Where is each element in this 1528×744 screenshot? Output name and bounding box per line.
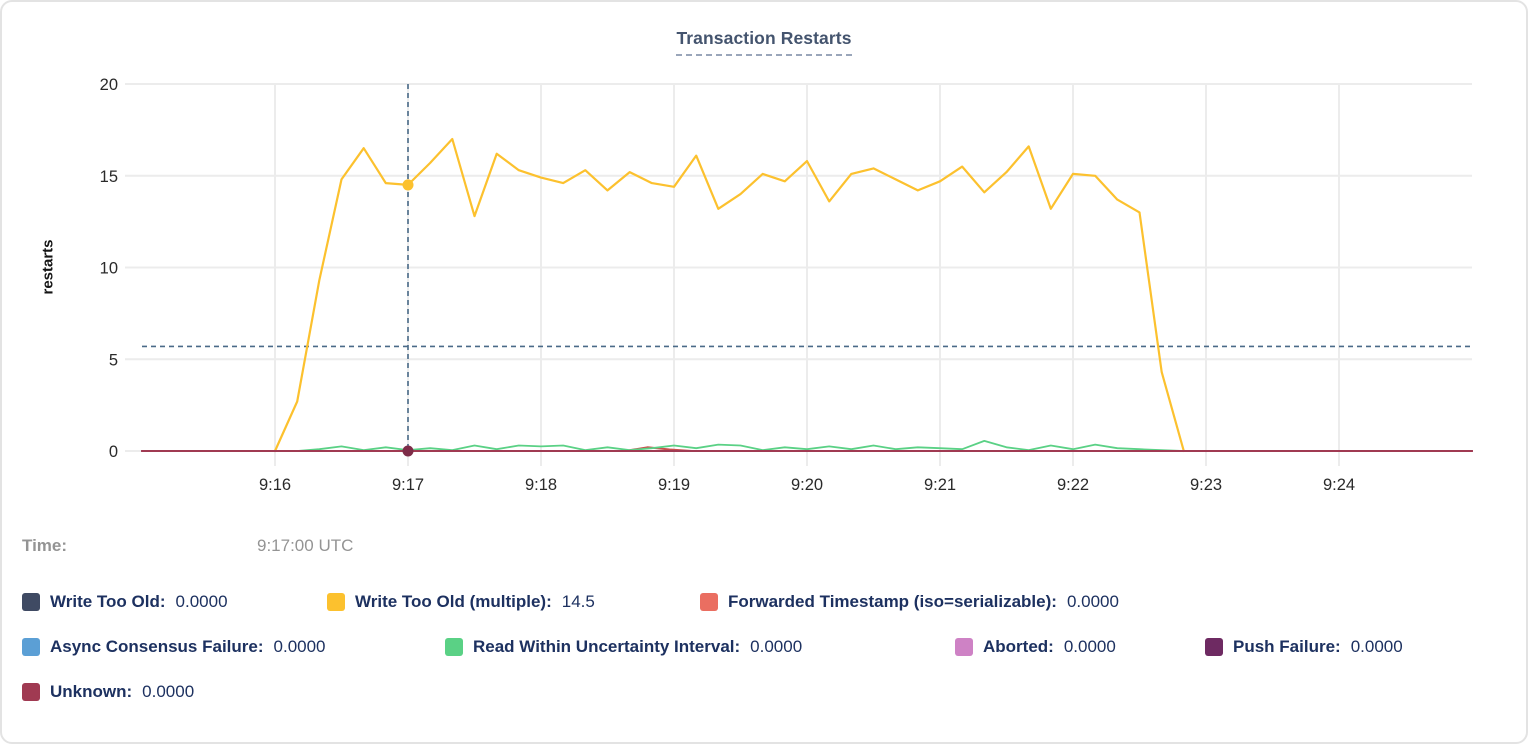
legend-value: 0.0000: [1350, 637, 1403, 656]
transaction-restarts-chart[interactable]: 0 5 10 15 20 9:16 9:17 9:18 9:19 9:20 9:21 9:22 9:23…: [2, 2, 1528, 514]
legend-label: Async Consensus Failure:: [50, 637, 264, 656]
legend-item-push-failure: Push Failure: 0.0000: [1205, 637, 1403, 657]
x-tick-label: 9:23: [1190, 476, 1222, 494]
legend-item-read-within-uncertainty: Read Within Uncertainty Interval: 0.0000: [445, 637, 955, 657]
y-tick-label: 20: [100, 76, 118, 94]
series-line-read-within-uncertainty-interval: [296, 439, 1185, 452]
x-tick-label: 9:24: [1323, 476, 1355, 494]
legend-item-async-consensus-failure: Async Consensus Failure: 0.0000: [22, 637, 445, 657]
x-tick-label: 9:18: [525, 476, 557, 494]
legend-value: 14.5: [561, 592, 595, 611]
crosshair-marker-dot: [402, 179, 414, 191]
legend-swatch-1: [327, 593, 345, 611]
legend-swatch-2: [700, 593, 718, 611]
legend-swatch-0: [22, 593, 40, 611]
chart-header: Transaction Restarts: [2, 28, 1526, 56]
legend-swatch-4: [445, 638, 463, 656]
legend-item-forwarded-timestamp: Forwarded Timestamp (iso=serializable): …: [700, 592, 1119, 612]
legend-value: 0.0000: [1066, 592, 1119, 611]
legend-value: 0.0000: [1063, 637, 1116, 656]
y-tick-label: 10: [100, 260, 118, 278]
x-tick-label: 9:21: [924, 476, 956, 494]
series-line-write-too-old-multiple-: [273, 137, 1185, 453]
legend-item-write-too-old-multiple: Write Too Old (multiple): 14.5: [327, 592, 700, 612]
hover-time-value: 9:17:00 UTC: [257, 536, 354, 555]
x-tick-label: 9:22: [1057, 476, 1089, 494]
chart-legend: Write Too Old: 0.0000 Write Too Old (mul…: [22, 590, 1516, 725]
legend-swatch-5: [955, 638, 973, 656]
hover-time-row: Time: 9:17:00 UTC: [2, 536, 1526, 562]
legend-label: Forwarded Timestamp (iso=serializable):: [728, 592, 1057, 611]
legend-swatch-3: [22, 638, 40, 656]
y-tick-label: 15: [100, 168, 118, 186]
legend-swatch-7: [22, 683, 40, 701]
legend-row-1: Write Too Old: 0.0000 Write Too Old (mul…: [22, 590, 1516, 614]
legend-value: 0.0000: [750, 637, 803, 656]
legend-label: Push Failure:: [1233, 637, 1341, 656]
x-tick-label: 9:20: [791, 476, 823, 494]
legend-label: Read Within Uncertainty Interval:: [473, 637, 741, 656]
x-tick-label: 9:16: [259, 476, 291, 494]
legend-row-2: Async Consensus Failure: 0.0000 Read Wit…: [22, 635, 1516, 659]
legend-swatch-6: [1205, 638, 1223, 656]
x-tick-label: 9:17: [392, 476, 424, 494]
legend-value: 0.0000: [142, 682, 195, 701]
hover-time-label: Time:: [22, 536, 68, 555]
legend-row-3: Unknown: 0.0000: [22, 680, 1516, 704]
chart-title[interactable]: Transaction Restarts: [676, 28, 852, 56]
legend-label: Write Too Old (multiple):: [355, 592, 552, 611]
legend-item-aborted: Aborted: 0.0000: [955, 637, 1205, 657]
x-tick-label: 9:19: [658, 476, 690, 494]
legend-item-write-too-old: Write Too Old: 0.0000: [22, 592, 327, 612]
legend-label: Unknown:: [50, 682, 133, 701]
y-tick-label: 0: [109, 443, 118, 461]
legend-label: Aborted:: [983, 637, 1054, 656]
legend-label: Write Too Old:: [50, 592, 166, 611]
crosshair-marker-dot: [402, 445, 414, 457]
legend-value: 0.0000: [273, 637, 326, 656]
y-tick-label: 5: [109, 351, 118, 369]
legend-item-unknown: Unknown: 0.0000: [22, 682, 194, 702]
legend-value: 0.0000: [175, 592, 228, 611]
